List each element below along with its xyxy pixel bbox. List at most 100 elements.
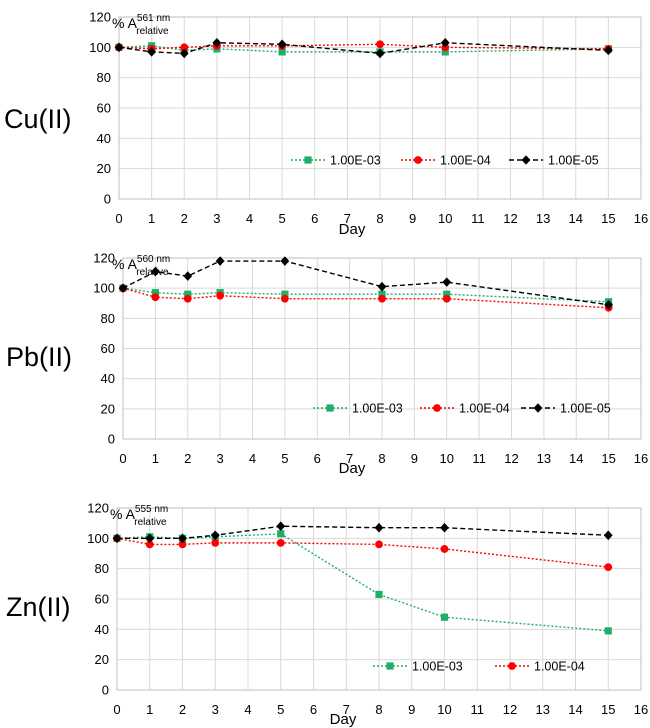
x-tick-label: 0 xyxy=(115,211,122,226)
data-point xyxy=(277,530,285,538)
data-point xyxy=(376,40,384,49)
x-tick-label: 1 xyxy=(148,211,155,226)
x-tick-label: 13 xyxy=(537,451,551,466)
x-tick-label: 10 xyxy=(438,211,452,226)
x-tick-label: 6 xyxy=(311,211,318,226)
x-tick-label: 4 xyxy=(244,702,251,717)
data-point xyxy=(212,37,222,48)
x-tick-label: 9 xyxy=(411,451,418,466)
data-point xyxy=(216,291,225,300)
series-line-1 xyxy=(116,533,609,632)
legend-marker xyxy=(386,662,394,670)
data-point xyxy=(377,281,387,292)
data-point xyxy=(280,294,289,303)
y-tick-label: 100 xyxy=(87,531,109,546)
x-tick-label: 10 xyxy=(437,702,451,717)
data-point xyxy=(277,39,287,50)
data-point xyxy=(112,533,122,544)
data-point xyxy=(276,521,286,531)
legend-label: 1.00E-05 xyxy=(560,402,611,416)
legend-marker xyxy=(414,156,422,164)
x-tick-label: 5 xyxy=(281,451,288,466)
plot-area xyxy=(122,257,642,440)
x-tick-label: 2 xyxy=(181,211,188,226)
y-tick-label: 20 xyxy=(95,652,109,667)
data-point xyxy=(145,533,155,544)
legend-entry-2: 1.00E-04 xyxy=(401,154,491,168)
x-tick-label: 12 xyxy=(503,702,517,717)
data-point xyxy=(440,545,449,553)
data-point xyxy=(150,266,160,277)
x-tick-label: 1 xyxy=(152,451,159,466)
y-axis-label: % A561 nm relative xyxy=(112,13,170,37)
y-tick-label: 120 xyxy=(87,501,109,516)
data-point xyxy=(183,271,193,281)
y-tick-label: 80 xyxy=(101,311,115,326)
data-point xyxy=(118,283,128,293)
series-line-1 xyxy=(122,287,609,303)
legend-marker xyxy=(533,403,543,413)
y-tick-label: 40 xyxy=(97,131,111,146)
x-tick-label: 9 xyxy=(408,702,415,717)
x-tick-label: 16 xyxy=(634,211,648,226)
legend-entry-1: 1.00E-03 xyxy=(373,660,463,674)
x-tick-label: 7 xyxy=(343,702,350,717)
data-point xyxy=(145,540,154,549)
y-tick-label: 60 xyxy=(101,341,115,356)
legend-label: 1.00E-03 xyxy=(412,660,463,674)
y-tick-label: 40 xyxy=(95,622,109,637)
x-tick-label: 1 xyxy=(146,702,153,717)
x-tick-label: 3 xyxy=(213,211,220,226)
series-line-3 xyxy=(117,525,609,540)
data-point xyxy=(604,563,613,572)
data-point xyxy=(151,289,159,297)
y-tick-label: 100 xyxy=(89,40,111,55)
x-tick-label: 8 xyxy=(378,451,385,466)
data-point xyxy=(603,45,613,56)
x-tick-label: 12 xyxy=(504,451,518,466)
data-point xyxy=(440,37,450,48)
x-tick-label: 11 xyxy=(472,451,486,466)
data-point xyxy=(375,48,385,59)
plot-area xyxy=(118,16,642,200)
y-tick-label: 0 xyxy=(104,192,111,207)
plot-area xyxy=(116,507,642,691)
x-tick-label: 0 xyxy=(119,451,126,466)
y-tick-label: 100 xyxy=(93,281,115,296)
x-tick-label: 13 xyxy=(536,702,550,717)
y-tick-label: 80 xyxy=(97,70,111,85)
data-point xyxy=(603,530,613,541)
data-point xyxy=(375,540,383,549)
data-point xyxy=(180,43,189,52)
x-axis-label: Day xyxy=(330,711,357,728)
data-point xyxy=(151,293,160,302)
x-tick-label: 5 xyxy=(277,702,284,717)
data-point xyxy=(378,294,386,303)
x-tick-label: 14 xyxy=(569,211,583,226)
data-point xyxy=(375,590,383,599)
series-line-3 xyxy=(118,42,609,55)
x-tick-label: 2 xyxy=(184,451,191,466)
x-tick-label: 14 xyxy=(569,451,583,466)
legend-entry-3: 1.00E-05 xyxy=(509,154,599,168)
legend-marker xyxy=(433,404,441,412)
legend-label: 1.00E-03 xyxy=(352,402,403,416)
legend-marker xyxy=(508,662,516,670)
x-tick-label: 0 xyxy=(113,702,120,717)
x-tick-label: 4 xyxy=(249,451,256,466)
data-point xyxy=(178,533,187,544)
legend-label: 1.00E-04 xyxy=(534,660,585,674)
x-tick-label: 8 xyxy=(376,211,383,226)
y-tick-label: 120 xyxy=(89,10,111,25)
legend-entry-1: 1.00E-03 xyxy=(313,402,403,416)
x-tick-label: 13 xyxy=(536,211,550,226)
legend-entry-1: 1.00E-03 xyxy=(291,154,381,168)
legend-marker xyxy=(326,404,334,412)
x-tick-label: 3 xyxy=(212,702,219,717)
legend-entry-2: 1.00E-04 xyxy=(420,402,510,416)
legend-label: 1.00E-05 xyxy=(548,154,599,168)
data-point xyxy=(276,538,285,547)
data-point xyxy=(147,47,157,57)
